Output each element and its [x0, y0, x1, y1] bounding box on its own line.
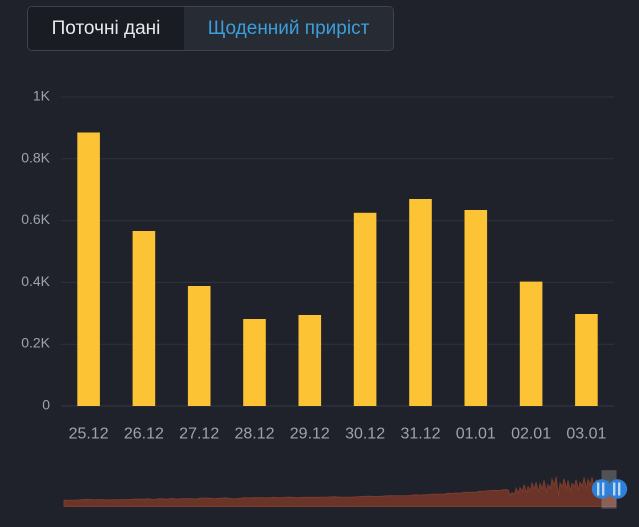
svg-text:01.01: 01.01: [456, 426, 496, 443]
svg-text:25.12: 25.12: [69, 426, 109, 443]
svg-text:28.12: 28.12: [234, 426, 274, 443]
svg-text:0: 0: [42, 397, 50, 413]
svg-text:29.12: 29.12: [290, 426, 330, 443]
svg-text:0.4K: 0.4K: [21, 273, 50, 289]
svg-text:31.12: 31.12: [400, 426, 440, 443]
svg-text:27.12: 27.12: [179, 426, 219, 443]
svg-text:0.6K: 0.6K: [21, 211, 50, 227]
svg-text:02.01: 02.01: [511, 426, 551, 443]
svg-text:1K: 1K: [33, 88, 51, 104]
svg-text:26.12: 26.12: [124, 426, 164, 443]
svg-text:0.2K: 0.2K: [21, 335, 50, 351]
svg-text:0.8K: 0.8K: [21, 149, 50, 165]
svg-text:30.12: 30.12: [345, 426, 385, 443]
svg-text:03.01: 03.01: [566, 426, 606, 443]
